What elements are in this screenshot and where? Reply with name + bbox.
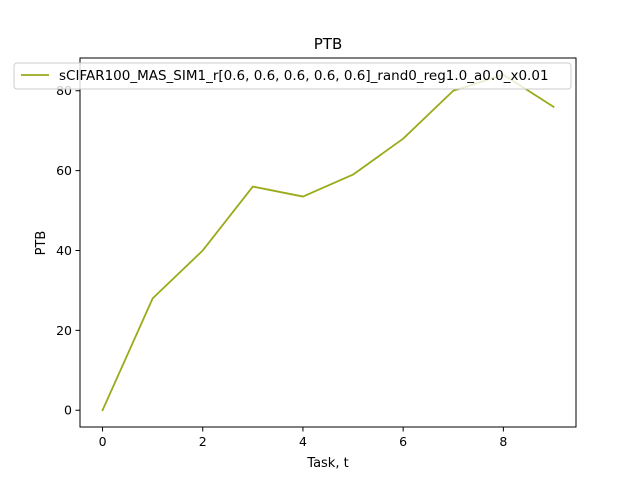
y-tick-label: 60 (56, 163, 72, 178)
legend-box (13, 62, 572, 90)
x-tick-label: 0 (99, 434, 107, 449)
axes-frame (79, 57, 577, 428)
y-axis-label: PTB (34, 231, 49, 256)
x-tick-label: 4 (299, 434, 307, 449)
y-tick-label: 0 (64, 403, 72, 418)
y-tick-label: 40 (56, 243, 72, 258)
legend: sCIFAR100_MAS_SIM1_r[0.6, 0.6, 0.6, 0.6,… (13, 62, 572, 90)
x-tick-label: 8 (499, 434, 507, 449)
x-tick-label: 6 (399, 434, 407, 449)
y-tick-label: 20 (56, 323, 72, 338)
x-tick-label: 2 (199, 434, 207, 449)
legend-series-label: sCIFAR100_MAS_SIM1_r[0.6, 0.6, 0.6, 0.6,… (59, 68, 549, 84)
x-axis-label: Task, t (306, 456, 348, 471)
chart-title: PTB (314, 35, 343, 53)
